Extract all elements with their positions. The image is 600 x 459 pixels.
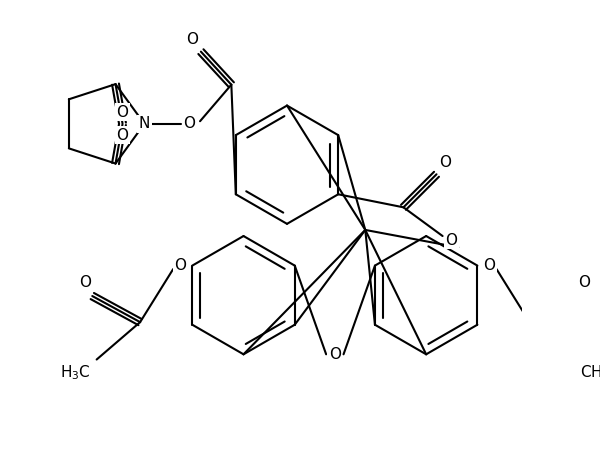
Text: O: O xyxy=(186,32,198,47)
Text: O: O xyxy=(174,258,186,273)
Text: O: O xyxy=(445,233,457,248)
Text: N: N xyxy=(139,116,150,131)
Text: O: O xyxy=(329,347,341,362)
Text: O: O xyxy=(484,258,496,273)
Text: O: O xyxy=(116,128,128,143)
Text: CH$_3$: CH$_3$ xyxy=(580,363,600,382)
Text: O: O xyxy=(439,155,451,169)
Text: O: O xyxy=(116,105,128,120)
Text: H$_3$C: H$_3$C xyxy=(59,363,90,382)
Text: O: O xyxy=(578,274,590,290)
Text: O: O xyxy=(79,274,91,290)
Text: O: O xyxy=(184,116,196,131)
